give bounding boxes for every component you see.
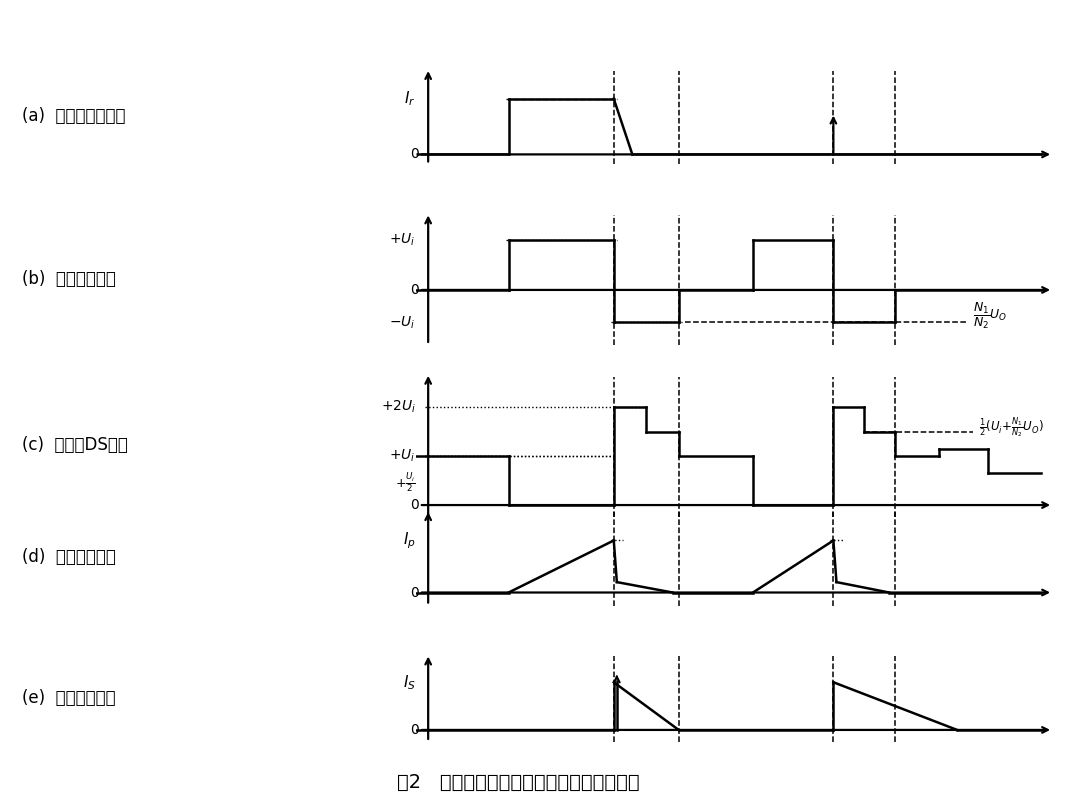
- Text: 0: 0: [410, 723, 419, 737]
- Text: $+U_i$: $+U_i$: [390, 232, 416, 248]
- Text: $\frac{1}{2}(U_i{+}\frac{N_1}{N_2}U_O)$: $\frac{1}{2}(U_i{+}\frac{N_1}{N_2}U_O)$: [978, 415, 1043, 440]
- Text: (b)  原边绕组电压: (b) 原边绕组电压: [22, 269, 116, 288]
- Text: 图2   非连续状态下双管反激变换器工作波形: 图2 非连续状态下双管反激变换器工作波形: [397, 772, 639, 792]
- Text: $+2U_i$: $+2U_i$: [380, 399, 416, 415]
- Text: (e)  副边绕组电流: (e) 副边绕组电流: [22, 689, 116, 707]
- Text: $+\frac{U_i}{2}$: $+\frac{U_i}{2}$: [395, 472, 416, 495]
- Text: $-U_i$: $-U_i$: [390, 314, 416, 330]
- Text: (c)  功率管DS电压: (c) 功率管DS电压: [22, 436, 127, 454]
- Text: $I_r$: $I_r$: [404, 89, 416, 108]
- Text: 0: 0: [410, 585, 419, 600]
- Text: $I_p$: $I_p$: [403, 530, 416, 551]
- Text: $+U_i$: $+U_i$: [390, 448, 416, 464]
- Text: (d)  原边绕组电流: (d) 原边绕组电流: [22, 549, 116, 566]
- Text: 0: 0: [410, 498, 419, 512]
- Text: 0: 0: [410, 148, 419, 161]
- Text: $I_S$: $I_S$: [403, 673, 416, 691]
- Text: 0: 0: [410, 283, 419, 297]
- Text: (a)  钳位二极管电流: (a) 钳位二极管电流: [22, 107, 125, 125]
- Text: $\dfrac{N_1}{N_2}U_O$: $\dfrac{N_1}{N_2}U_O$: [973, 302, 1007, 331]
